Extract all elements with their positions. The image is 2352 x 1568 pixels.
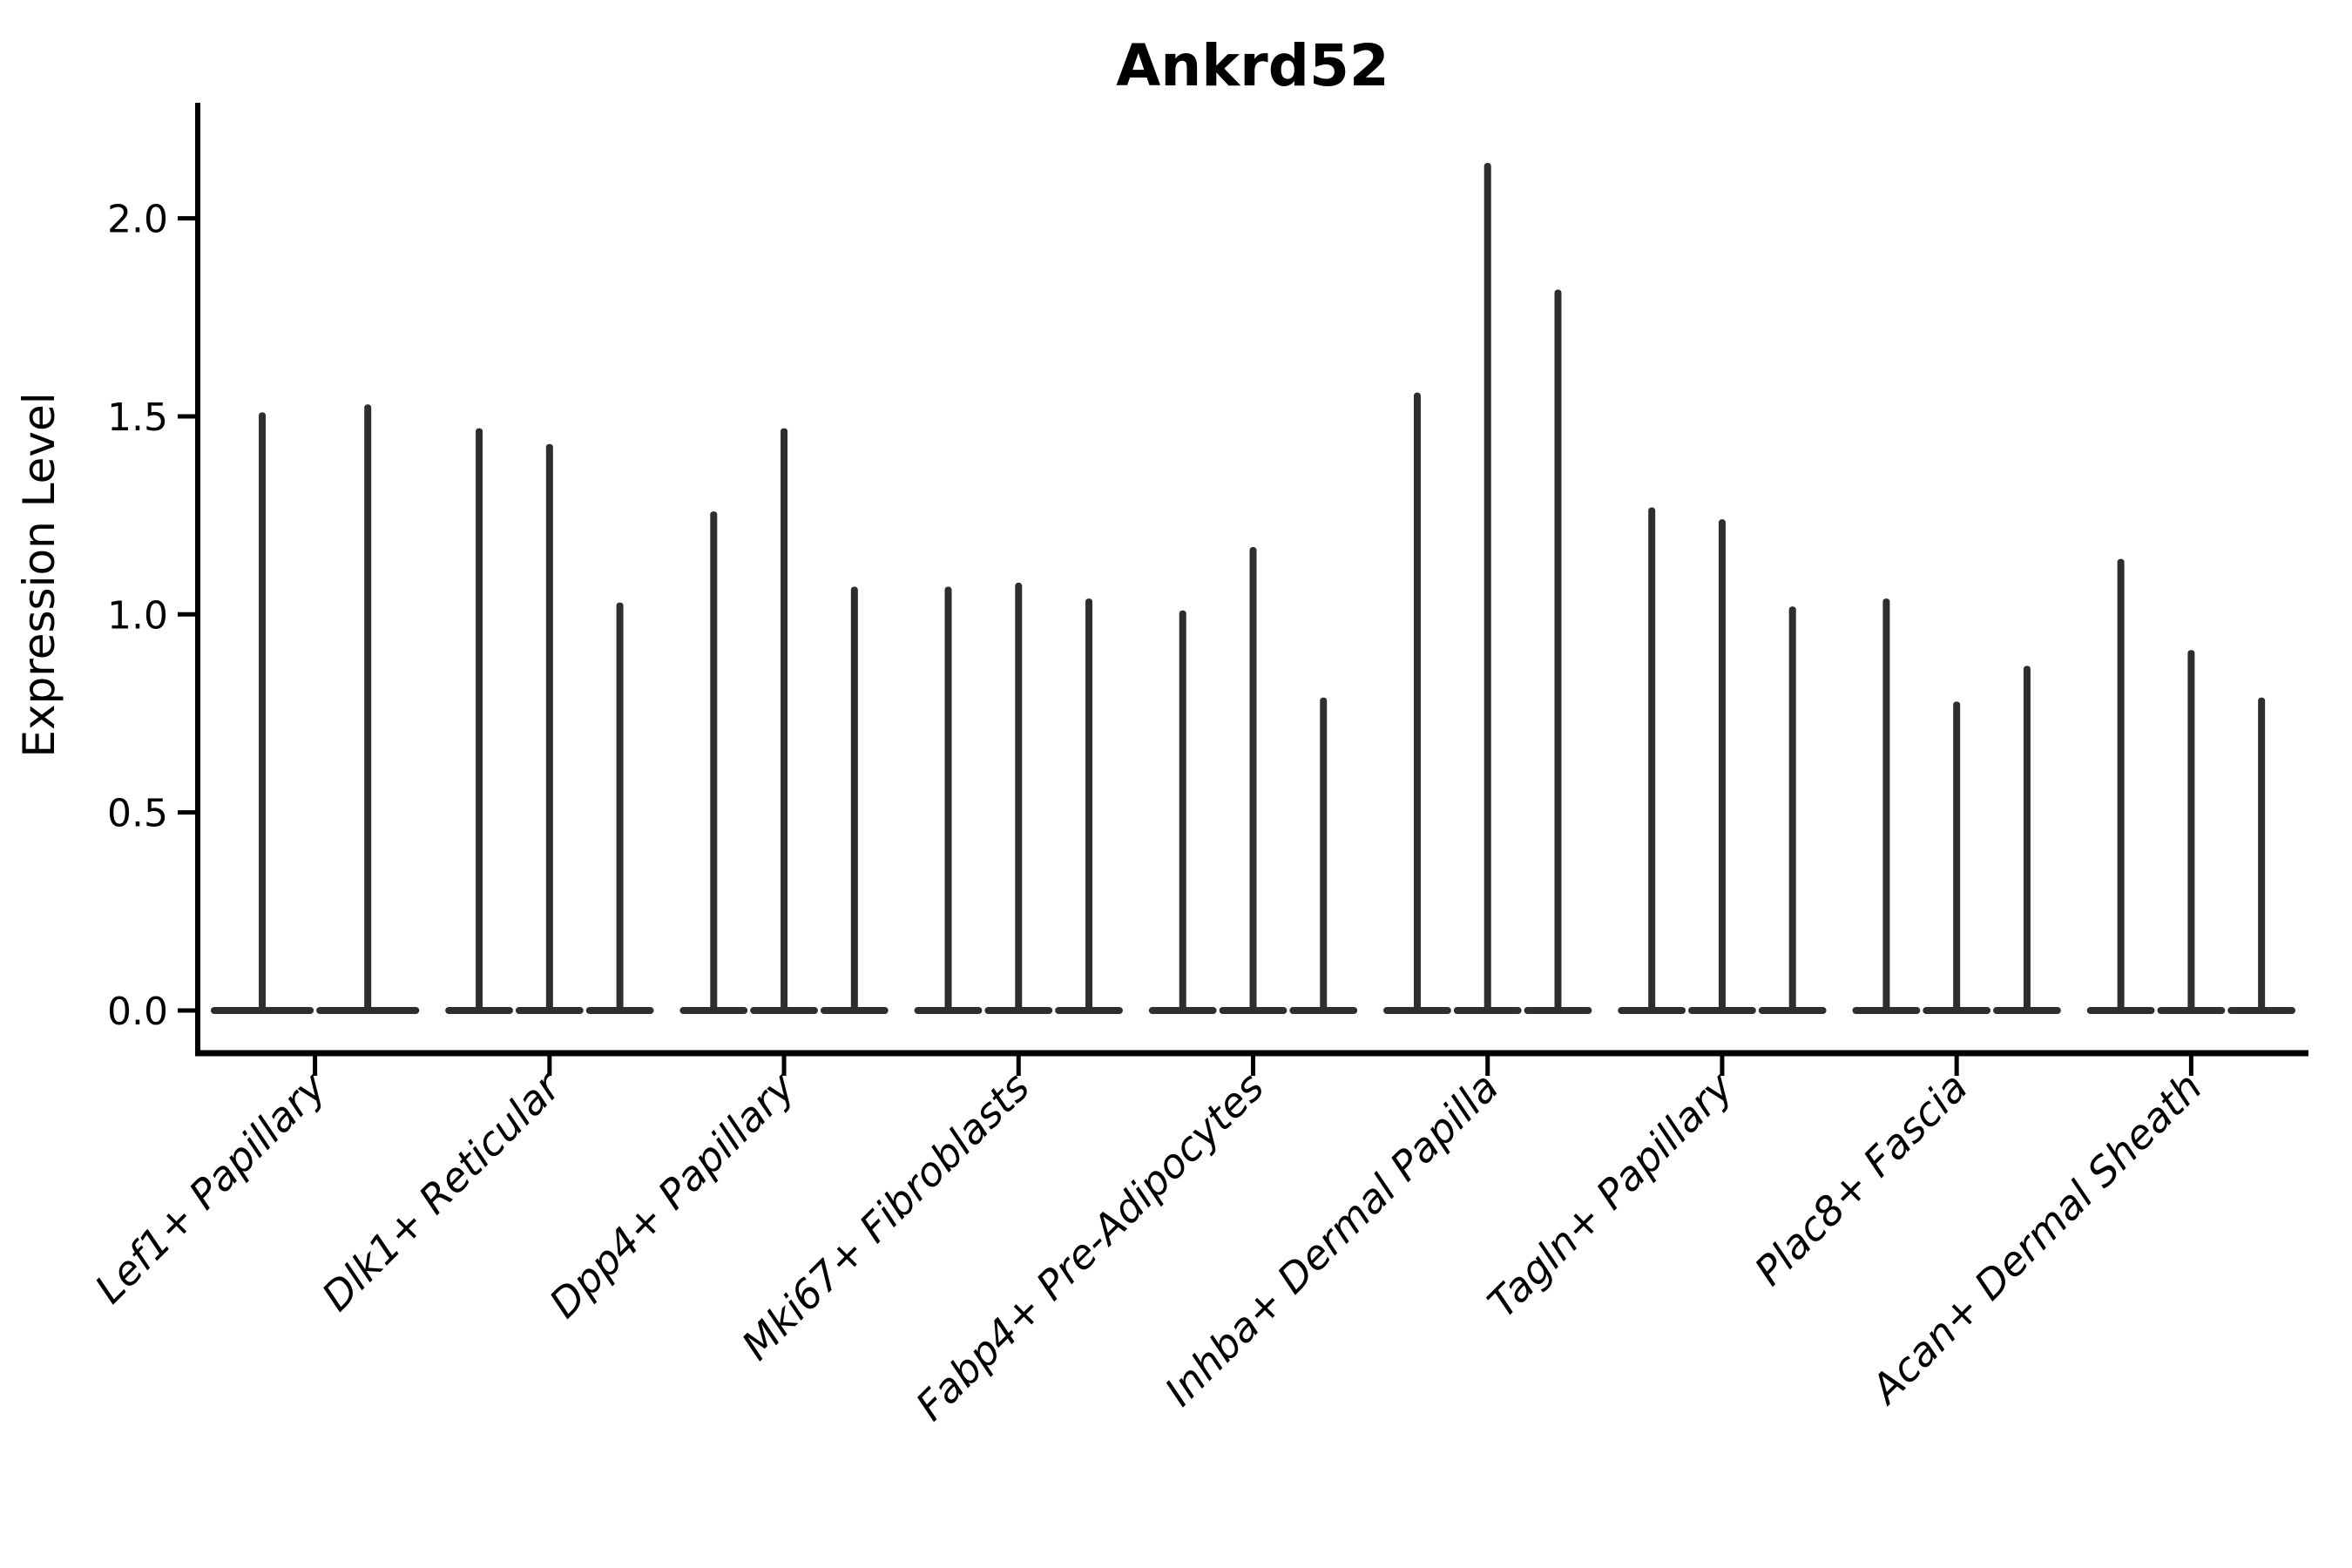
violin-base: [1852, 1007, 1921, 1014]
violin-base: [1923, 1007, 1991, 1014]
violin-base: [750, 1007, 818, 1014]
violin-spike: [545, 443, 553, 1012]
x-tick-label: Tagln+ Papillary: [1478, 1063, 1742, 1327]
violin-base: [515, 1007, 584, 1014]
violin-spike: [1179, 610, 1186, 1012]
violin-spike: [1554, 289, 1562, 1012]
violin-spike: [1320, 697, 1328, 1012]
y-tick-label: 0.5: [107, 792, 168, 836]
y-tick-label: 1.0: [107, 593, 168, 638]
x-tick-label: Lef1+ Papillary: [85, 1063, 335, 1312]
violin-base: [1148, 1007, 1217, 1014]
violin-spike: [2117, 558, 2125, 1012]
violin-base: [1618, 1007, 1686, 1014]
violin-spike: [2023, 666, 2031, 1012]
violin-base: [1055, 1007, 1123, 1014]
y-tick-label: 2.0: [107, 198, 168, 242]
violin-base: [2157, 1007, 2226, 1014]
violin-spike: [1648, 507, 1656, 1012]
violin-spike: [1882, 598, 1890, 1012]
violin-spike: [616, 602, 624, 1012]
chart-title: Ankrd52: [1116, 32, 1389, 99]
violin-spike: [1249, 547, 1257, 1012]
y-tick-label: 0.0: [107, 990, 168, 1034]
violin-spike: [259, 412, 267, 1012]
violin-base: [1289, 1007, 1358, 1014]
violin-base: [2227, 1007, 2296, 1014]
violin-base: [1688, 1007, 1756, 1014]
violin-spike: [1015, 582, 1023, 1012]
violin-base: [1758, 1007, 1827, 1014]
violin-base: [1383, 1007, 1451, 1014]
y-axis-label: Expression Level: [14, 392, 64, 757]
y-tick-label: 1.5: [107, 395, 168, 440]
violin-spike: [944, 586, 952, 1012]
x-tick-label: Dlk1+ Reticular: [313, 1061, 571, 1320]
x-tick-label: Plac8+ Fascia: [1746, 1064, 1977, 1294]
violin-spike: [1085, 598, 1093, 1012]
violin-base: [914, 1007, 983, 1014]
violin-spike: [2187, 650, 2195, 1012]
violin-spike: [1718, 519, 1726, 1012]
violin-spike: [1788, 606, 1796, 1012]
violin-spike: [2258, 697, 2266, 1012]
violin-base: [445, 1007, 513, 1014]
violin-base: [1453, 1007, 1522, 1014]
violin-base: [1219, 1007, 1288, 1014]
violin-base: [210, 1007, 314, 1014]
violin-spike: [710, 511, 718, 1012]
violin-base: [820, 1007, 889, 1014]
violin-spike: [781, 428, 788, 1012]
violin-spike: [364, 404, 372, 1013]
violin-base: [1993, 1007, 2061, 1014]
violin-base: [679, 1007, 748, 1014]
violin-spike: [1484, 162, 1491, 1012]
violin-base: [2086, 1007, 2155, 1014]
violin-spike: [1953, 701, 1961, 1012]
violin-spike: [850, 586, 858, 1012]
violin-spike: [476, 428, 483, 1012]
violin-base: [984, 1007, 1053, 1014]
x-tick-label: Dpp4+ Papillary: [540, 1063, 804, 1327]
violin-base: [1524, 1007, 1592, 1014]
violin-base: [585, 1007, 654, 1014]
violin-spike: [1413, 392, 1421, 1013]
violin-base: [316, 1007, 420, 1014]
